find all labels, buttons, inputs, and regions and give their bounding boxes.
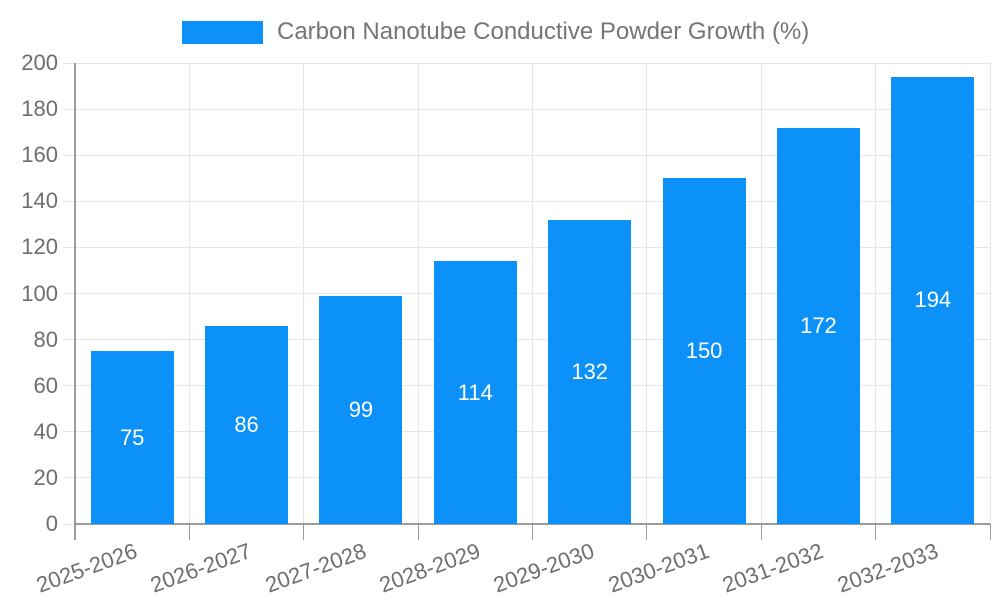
y-axis-tick-label: 120 [21,234,58,260]
y-axis-tick-label: 160 [21,142,58,168]
bar-value-label: 194 [914,287,952,313]
x-axis-tick [188,524,190,540]
bar[interactable] [776,127,860,524]
y-axis-tick-label: 80 [33,326,58,352]
y-axis-tick [63,523,75,525]
x-axis-category-label: 2030-2031 [604,538,713,598]
bar-value-label: 75 [119,424,145,450]
y-axis-tick [63,246,75,248]
gridline-vertical [188,63,190,524]
bar[interactable] [205,325,289,524]
x-axis-tick [646,524,648,540]
bar[interactable] [891,76,975,524]
x-axis-category-label: 2032-2033 [833,538,942,598]
y-axis-tick [63,339,75,341]
gridline-vertical [760,63,762,524]
legend-swatch-icon [182,20,263,44]
gridline-vertical [646,63,648,524]
bar[interactable] [433,261,517,524]
y-axis-tick-label: 200 [21,50,58,75]
bar-value-label: 99 [348,396,374,422]
y-axis-tick-label: 180 [21,96,58,122]
y-axis-tick-label: 100 [21,280,58,306]
x-axis-category-label: 2026-2027 [147,538,255,598]
x-axis-tick [532,524,533,540]
x-axis-line [75,523,990,525]
bar[interactable] [662,178,746,524]
x-axis-category-label: 2025-2026 [32,538,141,598]
y-axis-tick [63,200,75,202]
y-axis-tick-label: 40 [33,418,58,444]
bar-value-label: 114 [457,379,493,405]
y-axis-tick-label: 0 [45,511,58,536]
y-axis-tick-label: 60 [33,372,58,398]
bar-value-label: 172 [800,312,837,338]
x-axis-tick [760,524,762,540]
x-axis-tick [303,524,305,540]
bar-value-label: 150 [685,338,723,364]
x-axis-category-label: 2031-2032 [719,538,827,598]
y-axis-tick-label: 140 [21,188,58,214]
y-axis-tick [63,154,75,156]
y-axis-tick [63,477,75,479]
x-axis-tick [875,524,877,540]
bar-value-label: 86 [234,411,259,437]
bar[interactable] [548,219,632,524]
x-axis-category-label: 2027-2028 [261,538,370,598]
y-axis-tick [63,431,75,433]
bar-value-label: 132 [571,358,609,384]
y-axis-tick-label: 20 [33,464,58,490]
gridline-vertical [875,63,877,524]
bar[interactable] [90,351,174,524]
gridline-vertical [303,63,305,524]
gridline-vertical [989,63,991,524]
gridline-vertical [417,63,419,524]
y-axis-tick [63,385,75,387]
y-axis-tick [63,293,75,294]
gridline-vertical [532,63,533,524]
x-axis-tick [417,524,419,540]
x-axis-category-label: 2029-2030 [490,538,598,598]
x-axis-tick [989,524,991,540]
y-axis-tick [63,108,75,110]
y-axis-line [74,63,76,540]
x-axis-category-label: 2028-2029 [376,538,484,598]
legend-label: Carbon Nanotube Conductive Powder Growth… [277,18,810,45]
y-axis-tick [63,62,75,64]
bar[interactable] [319,295,403,524]
legend[interactable]: Carbon Nanotube Conductive Powder Growth… [182,19,809,45]
